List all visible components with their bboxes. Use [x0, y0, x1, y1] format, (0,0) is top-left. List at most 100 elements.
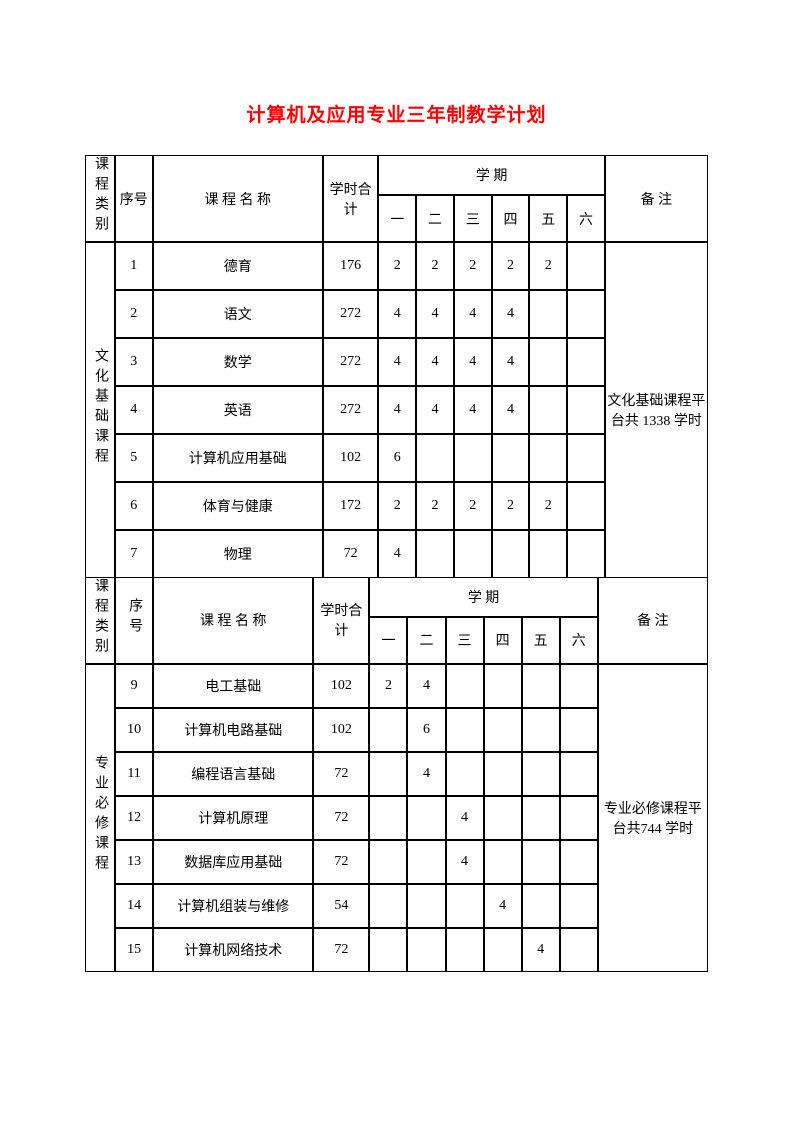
sem-cell	[407, 840, 445, 884]
sem-cell	[560, 708, 598, 752]
sem-3: 三	[446, 617, 484, 664]
sem-cell	[407, 928, 445, 972]
sem-cell	[522, 708, 560, 752]
hours-cell: 102	[313, 708, 369, 752]
sem-2: 二	[407, 617, 445, 664]
sem-cell	[522, 664, 560, 708]
sem-cell	[446, 708, 484, 752]
seq-cell: 13	[115, 840, 153, 884]
seq-cell: 15	[115, 928, 153, 972]
sem-cell	[567, 386, 605, 434]
col-course-name: 课 程 名 称	[153, 577, 313, 664]
name-cell: 计算机网络技术	[153, 928, 313, 972]
sem-5: 五	[529, 195, 567, 242]
sem-cell	[560, 928, 598, 972]
col-hours: 学时合计	[313, 577, 369, 664]
col-seq: 序号	[115, 577, 153, 664]
hours-cell: 54	[313, 884, 369, 928]
hours-cell: 72	[313, 796, 369, 840]
seq-cell: 4	[115, 386, 153, 434]
sem-cell	[484, 928, 522, 972]
sem-cell	[369, 928, 407, 972]
name-cell: 英语	[153, 386, 323, 434]
hours-cell: 102	[323, 434, 379, 482]
sem-cell	[567, 290, 605, 338]
name-cell: 电工基础	[153, 664, 313, 708]
seq-cell: 2	[115, 290, 153, 338]
hours-cell: 72	[323, 530, 379, 578]
sem-cell: 2	[492, 482, 530, 530]
sem-cell: 4	[416, 386, 454, 434]
col-semester-group: 学 期	[369, 577, 597, 617]
hours-cell: 72	[313, 928, 369, 972]
sem-cell	[560, 840, 598, 884]
sem-cell	[522, 840, 560, 884]
hours-cell: 172	[323, 482, 379, 530]
curriculum-table-2: 课程类别 序号 课 程 名 称 学时合计 学 期 备 注 一 二 三 四 五 六…	[85, 577, 708, 972]
sem-cell: 4	[454, 338, 492, 386]
sem-cell	[529, 530, 567, 578]
category-cell: 文化基础课程	[85, 242, 115, 578]
hours-cell: 272	[323, 386, 379, 434]
col-note: 备 注	[605, 155, 708, 242]
sem-cell: 2	[454, 242, 492, 290]
col-category: 课程类别	[85, 155, 115, 242]
col-hours: 学时合计	[323, 155, 379, 242]
name-cell: 物理	[153, 530, 323, 578]
sem-cell	[369, 752, 407, 796]
sem-cell: 4	[378, 386, 416, 434]
name-cell: 数学	[153, 338, 323, 386]
sem-1: 一	[378, 195, 416, 242]
table-row: 专业必修课程 9 电工基础 102 2 4 专业必修课程平台共744 学时	[85, 664, 708, 708]
sem-cell	[446, 752, 484, 796]
sem-cell	[407, 884, 445, 928]
sem-cell	[567, 242, 605, 290]
sem-cell: 4	[416, 290, 454, 338]
note-cell: 专业必修课程平台共744 学时	[598, 664, 708, 972]
sem-cell	[484, 708, 522, 752]
sem-1: 一	[369, 617, 407, 664]
sem-cell	[560, 664, 598, 708]
sem-cell	[522, 884, 560, 928]
sem-cell: 6	[378, 434, 416, 482]
col-seq: 序号	[115, 155, 153, 242]
sem-3: 三	[454, 195, 492, 242]
col-course-name: 课 程 名 称	[153, 155, 323, 242]
name-cell: 体育与健康	[153, 482, 323, 530]
sem-cell	[522, 752, 560, 796]
seq-cell: 10	[115, 708, 153, 752]
sem-cell	[446, 884, 484, 928]
sem-cell	[492, 434, 530, 482]
sem-cell: 4	[492, 338, 530, 386]
sem-cell: 2	[378, 242, 416, 290]
sem-cell	[454, 530, 492, 578]
hours-cell: 102	[313, 664, 369, 708]
page-title: 计算机及应用专业三年制教学计划	[85, 100, 708, 127]
name-cell: 计算机组装与维修	[153, 884, 313, 928]
sem-cell: 2	[369, 664, 407, 708]
name-cell: 德育	[153, 242, 323, 290]
sem-cell	[567, 434, 605, 482]
sem-cell	[369, 840, 407, 884]
seq-cell: 5	[115, 434, 153, 482]
sem-cell	[446, 664, 484, 708]
seq-cell: 12	[115, 796, 153, 840]
col-semester-group: 学 期	[378, 155, 604, 195]
sem-cell	[416, 434, 454, 482]
name-cell: 编程语言基础	[153, 752, 313, 796]
sem-cell	[567, 530, 605, 578]
sem-cell: 4	[492, 386, 530, 434]
sem-cell	[529, 386, 567, 434]
sem-6: 六	[567, 195, 605, 242]
sem-4: 四	[492, 195, 530, 242]
name-cell: 语文	[153, 290, 323, 338]
hours-cell: 176	[323, 242, 379, 290]
col-category: 课程类别	[85, 577, 115, 664]
sem-cell: 4	[454, 290, 492, 338]
sem-cell	[529, 338, 567, 386]
sem-cell: 2	[378, 482, 416, 530]
note-cell: 文化基础课程平台共 1338 学时	[605, 242, 708, 578]
table-row: 文化基础课程 1 德育 176 2 2 2 2 2 文化基础课程平台共 1338…	[85, 242, 708, 290]
sem-cell	[529, 290, 567, 338]
sem-4: 四	[484, 617, 522, 664]
